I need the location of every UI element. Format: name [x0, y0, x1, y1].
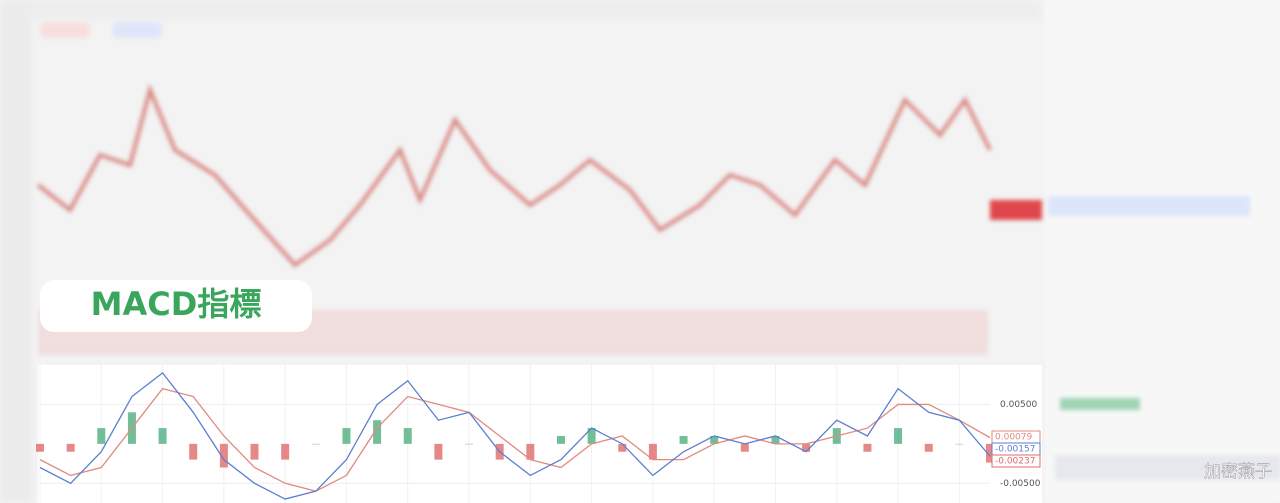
histogram-bar — [556, 435, 565, 444]
price-tag — [990, 200, 1042, 220]
histogram-bar — [434, 443, 443, 460]
histogram-bar — [281, 443, 290, 460]
last-value-label: -0.00237 — [995, 457, 1035, 467]
badge: MACD指標 — [91, 285, 262, 323]
macd-line — [39, 371, 991, 500]
histogram-bar — [863, 443, 872, 452]
histogram-bar — [36, 443, 44, 452]
histogram-bar — [679, 435, 688, 444]
histogram-bar — [771, 435, 780, 444]
price-line — [36, 83, 992, 268]
histogram-bar — [373, 420, 382, 444]
watermark: 加密燕子 — [1204, 462, 1272, 482]
histogram-bar — [189, 443, 198, 460]
histogram-bar — [587, 428, 596, 444]
histogram-bar — [894, 428, 903, 444]
histogram-bar — [955, 443, 964, 445]
sell-button — [40, 22, 90, 38]
histogram-bar — [403, 428, 412, 444]
histogram-bar — [250, 443, 259, 460]
histogram-bar — [97, 428, 106, 444]
y-tick-label: 0.00500 — [1000, 400, 1037, 410]
histogram-bar — [342, 428, 351, 444]
left-toolbar — [0, 0, 32, 503]
top-bar — [32, 0, 1042, 20]
histogram-bar — [648, 443, 657, 460]
macd-line — [39, 387, 991, 492]
histogram-bar — [618, 443, 627, 452]
histogram-bar — [526, 443, 535, 460]
histogram-bar — [158, 428, 167, 444]
histogram-bar — [740, 443, 749, 452]
histogram-bar — [986, 443, 994, 463]
last-value-label: -0.00157 — [995, 445, 1035, 455]
watchlist-selected — [1048, 196, 1250, 216]
last-value-label: 0.00079 — [995, 433, 1032, 443]
badge-box — [40, 280, 312, 332]
macd-panel — [38, 365, 1042, 503]
y-tick-label: -0.00500 — [1000, 479, 1041, 489]
histogram-bar — [924, 443, 933, 452]
histogram-bar — [66, 443, 75, 452]
watchlist-panel — [1045, 0, 1280, 503]
watchlist-footer — [1055, 455, 1280, 480]
histogram-bar — [311, 443, 320, 445]
histogram-bar — [802, 443, 811, 452]
histogram-bar — [710, 435, 719, 444]
buy-button — [112, 22, 162, 38]
last-value-box — [991, 454, 1041, 468]
watchlist-price — [1060, 398, 1140, 410]
histogram-bar — [219, 443, 228, 468]
histogram-bar — [465, 443, 474, 445]
